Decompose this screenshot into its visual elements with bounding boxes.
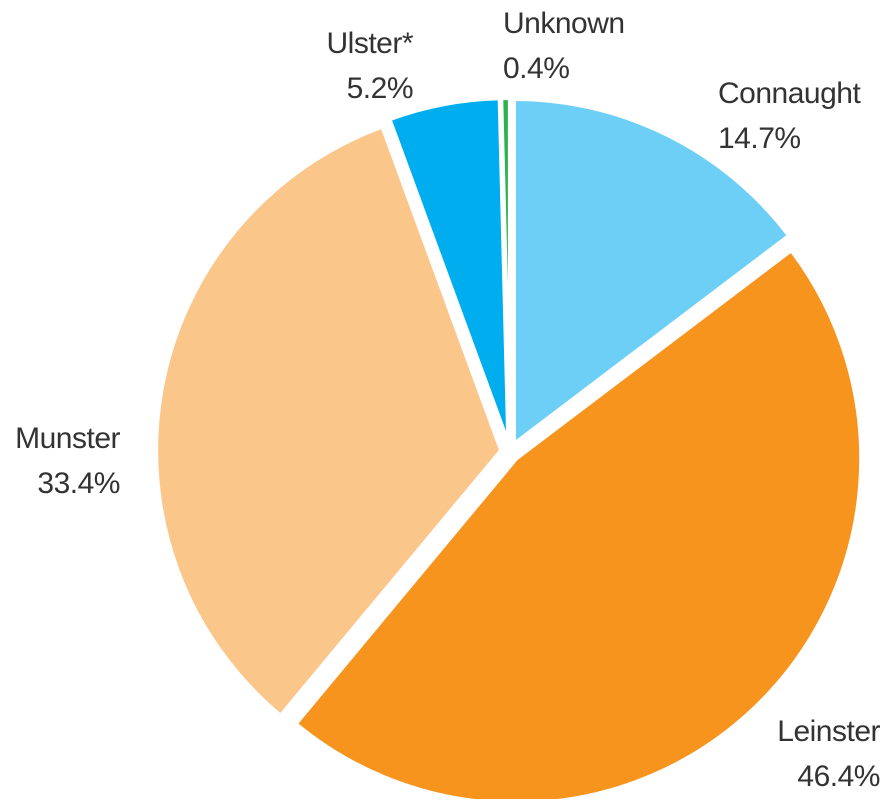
slice-label: Munster xyxy=(15,422,120,455)
slice-value: 5.2% xyxy=(347,72,413,105)
pie-slice xyxy=(499,96,512,444)
slice-label: Unknown xyxy=(503,7,625,40)
slice-label: Connaught xyxy=(718,77,861,110)
pie-slice xyxy=(292,247,864,804)
slice-value: 0.4% xyxy=(503,52,569,85)
pie-slice xyxy=(154,123,504,719)
slice-value: 14.7% xyxy=(718,122,801,155)
slice-value: 33.4% xyxy=(37,467,120,500)
slice-label: Ulster* xyxy=(326,27,413,60)
slice-value: 46.4% xyxy=(797,760,880,793)
pie-slice xyxy=(512,96,792,448)
slice-label: Leinster xyxy=(777,715,880,748)
